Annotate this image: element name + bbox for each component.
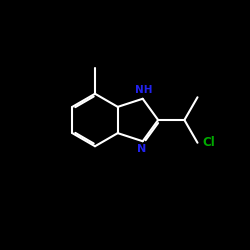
Text: NH: NH — [135, 84, 153, 94]
Text: N: N — [137, 144, 146, 154]
Text: Cl: Cl — [202, 136, 215, 149]
